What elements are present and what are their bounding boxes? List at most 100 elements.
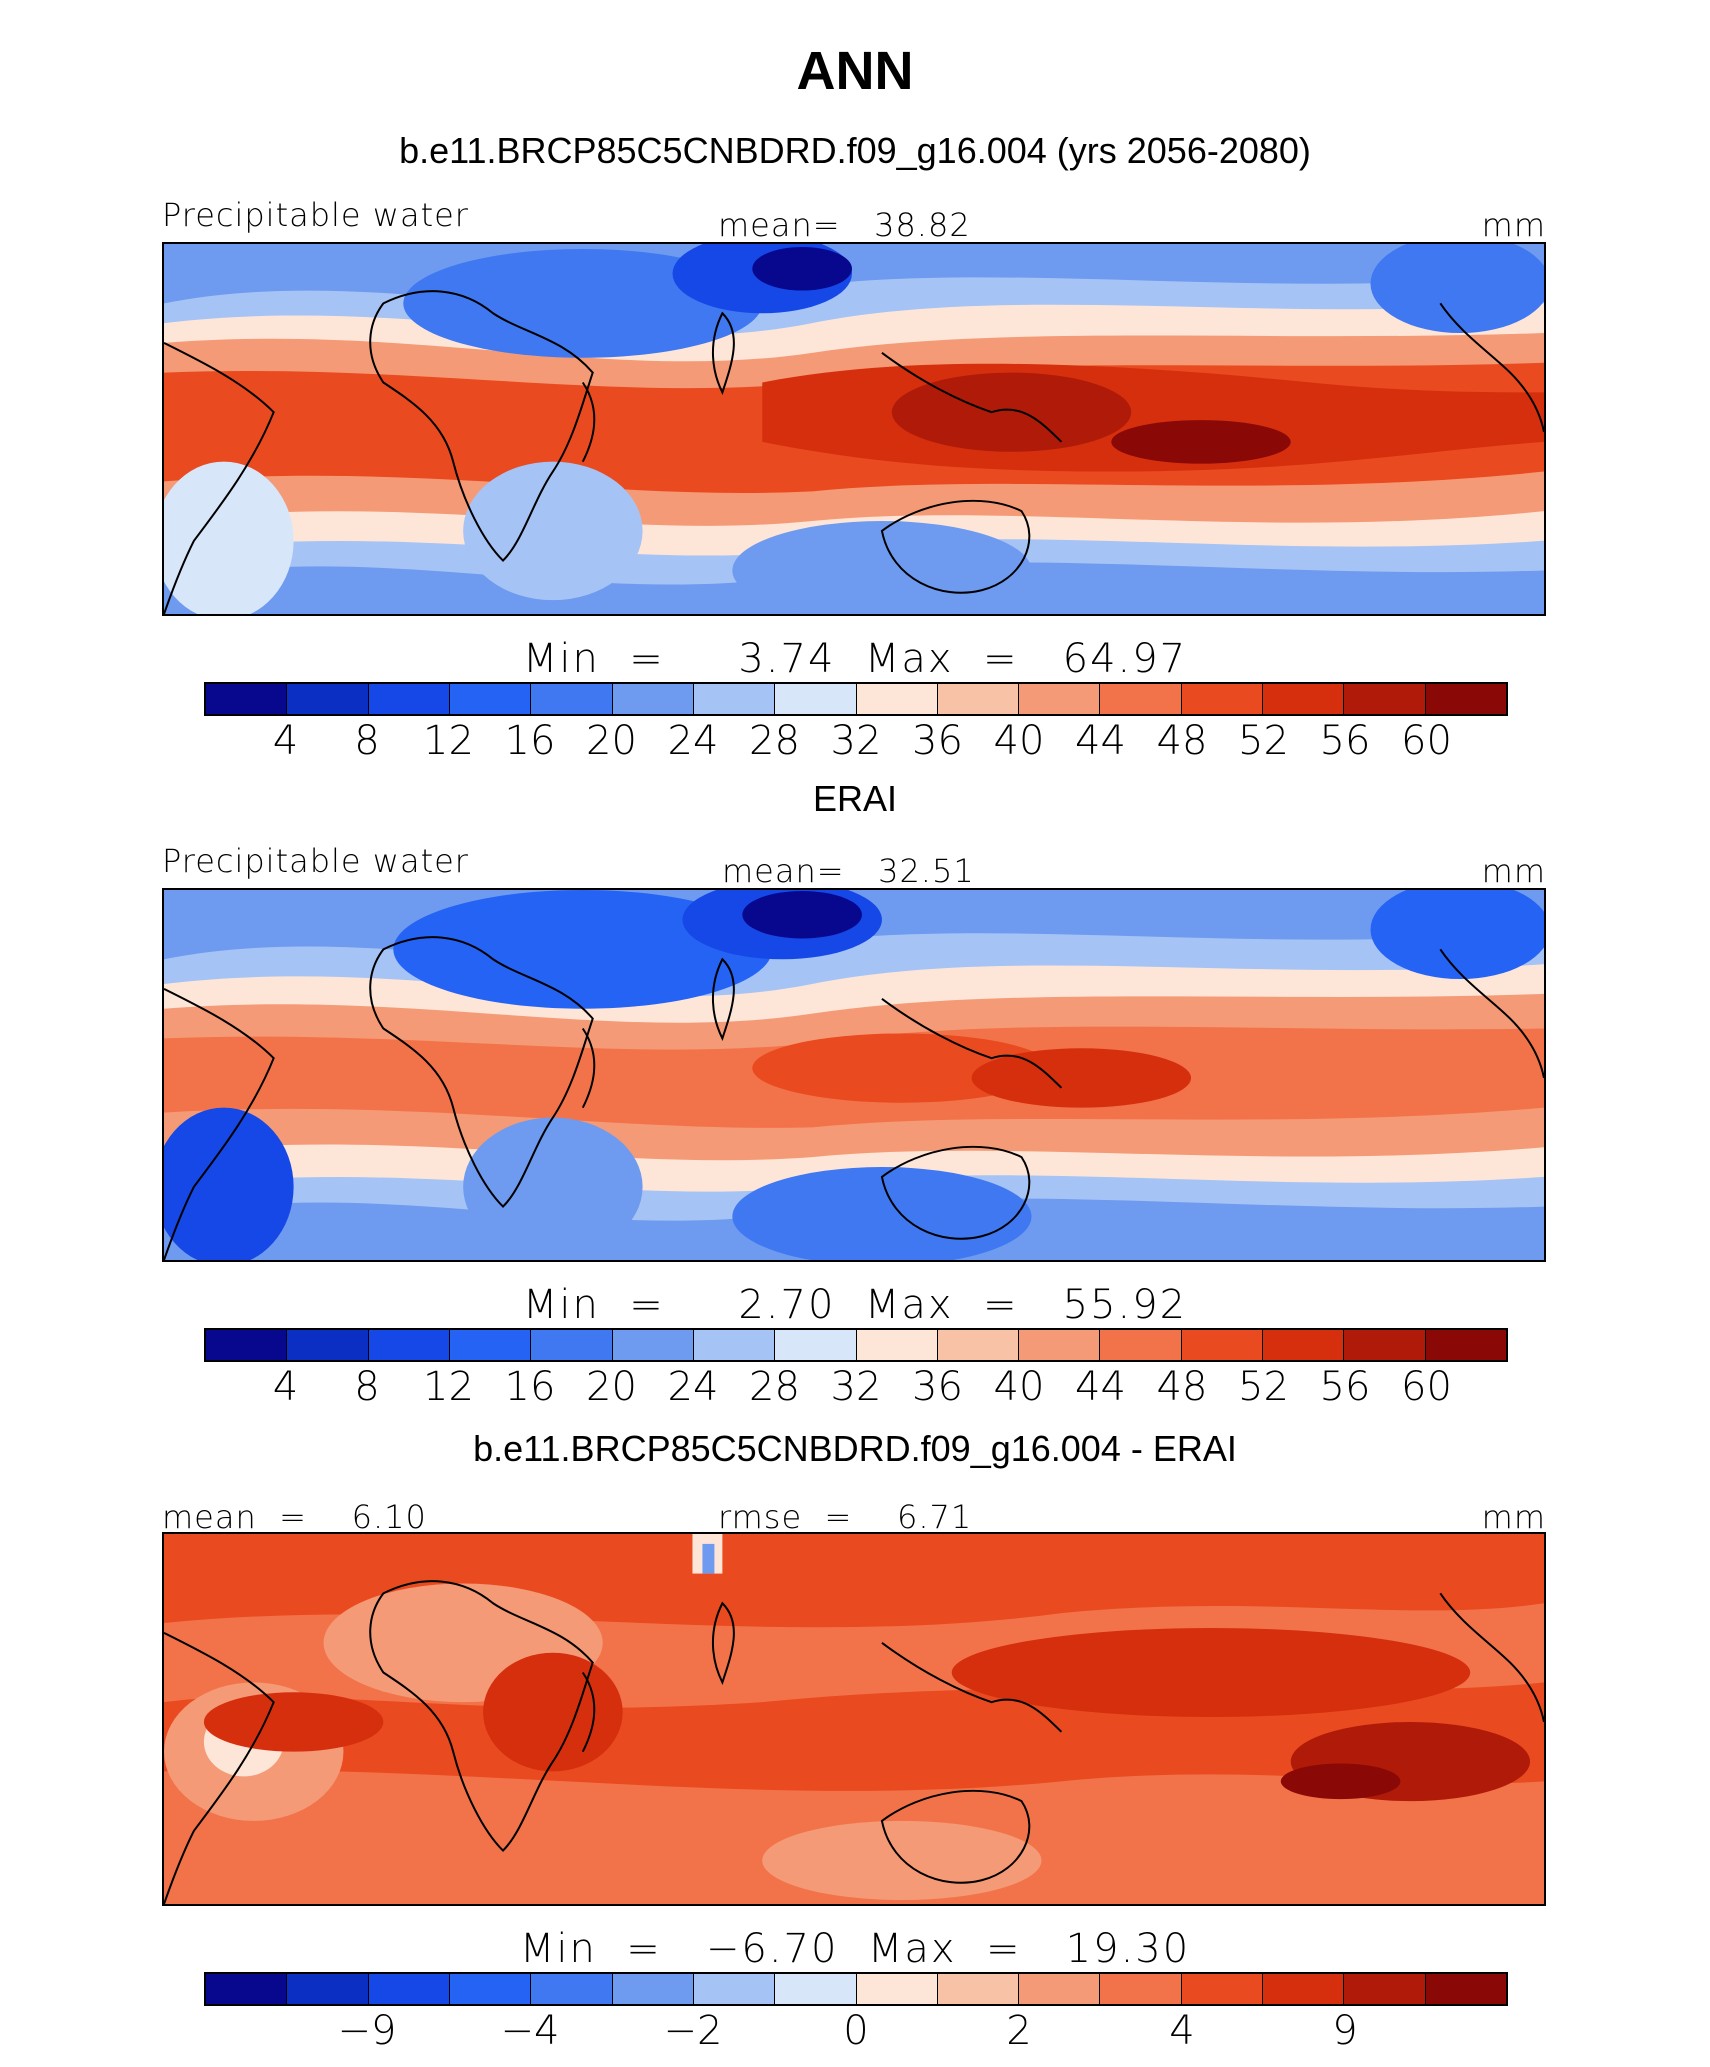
panel-3-units-label: mm	[1481, 1498, 1546, 1536]
colorbar-tick-label: 44	[1075, 718, 1126, 764]
colorbar-swatch	[856, 684, 938, 714]
panel-3-min-max: Min = −6.70 Max = 19.30	[519, 1926, 1191, 1972]
colorbar-swatch	[1100, 1974, 1182, 2004]
colorbar-tick-label: 52	[1238, 718, 1289, 764]
colorbar-tick-label: 20	[586, 1364, 637, 1410]
panel-1-subtitle: b.e11.BRCP85C5CNBDRD.f09_g16.004 (yrs 20…	[399, 130, 1311, 171]
colorbar-tick-label: 44	[1075, 1364, 1126, 1410]
colorbar-swatch	[693, 1330, 776, 1360]
colorbar-tick-label: 28	[749, 718, 800, 764]
panel-2-subtitle: ERAI	[812, 778, 898, 819]
colorbar-swatch	[206, 1974, 288, 2004]
colorbar-tick-label: 28	[749, 1364, 800, 1410]
colorbar-tick-label: 40	[993, 718, 1045, 764]
panel-3-mean-label: mean = 6.10	[162, 1498, 427, 1536]
colorbar-swatch	[1344, 1974, 1426, 2004]
colorbar-swatch	[1181, 1330, 1264, 1360]
colorbar-tick-label: 52	[1238, 1364, 1289, 1410]
colorbar-tick-label: 16	[504, 1364, 556, 1410]
colorbar-tick-label: 4	[272, 718, 299, 764]
colorbar-swatch	[1019, 1974, 1101, 2004]
colorbar-swatch	[531, 684, 613, 714]
colorbar-swatch	[856, 1330, 938, 1360]
colorbar-swatch	[368, 1974, 450, 2004]
colorbar-tick-label: 16	[504, 718, 556, 764]
colorbar-tick-label: 24	[667, 1364, 719, 1410]
colorbar-tick-label: −2	[663, 2008, 723, 2054]
colorbar-swatch	[612, 1330, 694, 1360]
panel-1-min-max: Min = 3.74 Max = 64.97	[522, 636, 1188, 682]
colorbar-swatch	[937, 684, 1020, 714]
colorbar-swatch	[937, 1330, 1020, 1360]
colorbar-tick-label: 20	[586, 718, 637, 764]
colorbar-swatch	[531, 1330, 613, 1360]
colorbar-swatch	[937, 1974, 1020, 2004]
panel-2-mean-label: mean= 32.51	[722, 852, 975, 890]
colorbar-tick-label: −4	[500, 2008, 560, 2054]
colorbar-tick-label: 4	[272, 1364, 299, 1410]
colorbar-swatch	[1019, 684, 1101, 714]
colorbar-swatch	[1263, 1974, 1345, 2004]
colorbar-tick-label: 60	[1401, 1364, 1452, 1410]
colorbar-tick-label: 24	[667, 718, 719, 764]
colorbar-tick-label: 56	[1319, 718, 1371, 764]
colorbar-tick-label: 9	[1332, 2008, 1358, 2054]
colorbar-swatch	[1019, 1330, 1101, 1360]
colorbar-tick-label: 40	[993, 1364, 1045, 1410]
colorbar-swatch	[1263, 684, 1345, 714]
panel-1-map	[162, 242, 1546, 616]
colorbar-swatch	[775, 1330, 857, 1360]
colorbar-swatch	[531, 1974, 613, 2004]
colorbar-swatch	[1425, 1330, 1506, 1360]
colorbar-tick-label: 12	[423, 1364, 474, 1410]
colorbar-swatch	[1181, 1974, 1264, 2004]
colorbar-tick-label: −9	[337, 2008, 397, 2054]
colorbar-swatch	[693, 1974, 776, 2004]
panel-1-colorbar-ticks: 4 8 12 16 20 24 28 32 36 40 44 48 52 56 60	[0, 718, 1710, 768]
colorbar-swatch	[775, 684, 857, 714]
colorbar-swatch	[1344, 1330, 1426, 1360]
colorbar-tick-label: 56	[1319, 1364, 1371, 1410]
panel-1-variable-label: Precipitable water	[162, 196, 469, 234]
colorbar-tick-label: 36	[912, 1364, 963, 1410]
colorbar-swatch	[1344, 684, 1426, 714]
colorbar-tick-label: 8	[354, 1364, 380, 1410]
colorbar-swatch	[1425, 1974, 1506, 2004]
colorbar-swatch	[775, 1974, 857, 2004]
panel-3-colorbar-ticks: −9 −4 −2 0 2 4 9	[0, 2008, 1710, 2058]
colorbar-tick-label: 12	[423, 718, 474, 764]
colorbar-swatch	[206, 684, 288, 714]
panel-1-mean-label: mean= 38.82	[718, 206, 971, 244]
colorbar-swatch	[368, 684, 450, 714]
colorbar-swatch	[612, 684, 694, 714]
colorbar-swatch	[449, 1974, 532, 2004]
colorbar-tick-label: 0	[843, 2008, 869, 2054]
colorbar-tick-label: 32	[830, 718, 882, 764]
colorbar-swatch	[449, 684, 532, 714]
colorbar-tick-label: 48	[1156, 718, 1208, 764]
panel-3-map	[162, 1532, 1546, 1906]
colorbar-swatch	[206, 1330, 288, 1360]
panel-2-variable-label: Precipitable water	[162, 842, 469, 880]
colorbar-swatch	[1100, 684, 1182, 714]
panel-2-colorbar-ticks: 4 8 12 16 20 24 28 32 36 40 44 48 52 56 60	[0, 1364, 1710, 1414]
colorbar-tick-label: 8	[354, 718, 380, 764]
colorbar-swatch	[1181, 684, 1264, 714]
colorbar-swatch	[1263, 1330, 1345, 1360]
colorbar-tick-label: 32	[830, 1364, 882, 1410]
panel-2-min-max: Min = 2.70 Max = 55.92	[522, 1282, 1188, 1328]
panel-2-colorbar	[204, 1328, 1508, 1362]
figure-title: ANN	[796, 41, 914, 101]
colorbar-tick-label: 36	[912, 718, 963, 764]
colorbar-tick-label: 60	[1401, 718, 1452, 764]
colorbar-swatch	[693, 684, 776, 714]
colorbar-swatch	[612, 1974, 694, 2004]
panel-2-units-label: mm	[1481, 852, 1546, 890]
colorbar-swatch	[449, 1330, 532, 1360]
colorbar-swatch	[856, 1974, 938, 2004]
colorbar-swatch	[368, 1330, 450, 1360]
colorbar-swatch	[1100, 1330, 1182, 1360]
panel-1-colorbar	[204, 682, 1508, 716]
colorbar-swatch	[287, 684, 369, 714]
colorbar-tick-label: 48	[1156, 1364, 1208, 1410]
